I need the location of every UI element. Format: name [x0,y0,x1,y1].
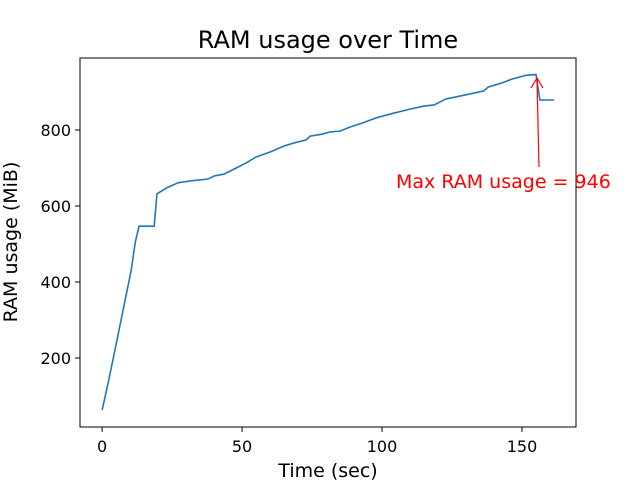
x-tick-label: 150 [507,437,538,456]
y-tick-label: 400 [40,273,71,292]
y-tick-label: 600 [40,197,71,216]
chart-title: RAM usage over Time [198,26,458,54]
x-tick-label: 0 [97,437,107,456]
x-tick-label: 100 [367,437,398,456]
annotation-arrowhead [530,76,544,89]
annotation-arrow [536,79,540,168]
y-axis-label: RAM usage (MiB) [0,162,22,323]
axes-frame [79,57,577,428]
data-line [101,73,554,411]
plot-area [101,73,554,411]
y-tick-label: 200 [40,349,71,368]
x-axis-label: Time (sec) [277,460,377,480]
y-tick-label: 800 [40,121,71,140]
annotation: Max RAM usage = 946 [396,171,611,193]
x-tick-label: 50 [232,437,252,456]
